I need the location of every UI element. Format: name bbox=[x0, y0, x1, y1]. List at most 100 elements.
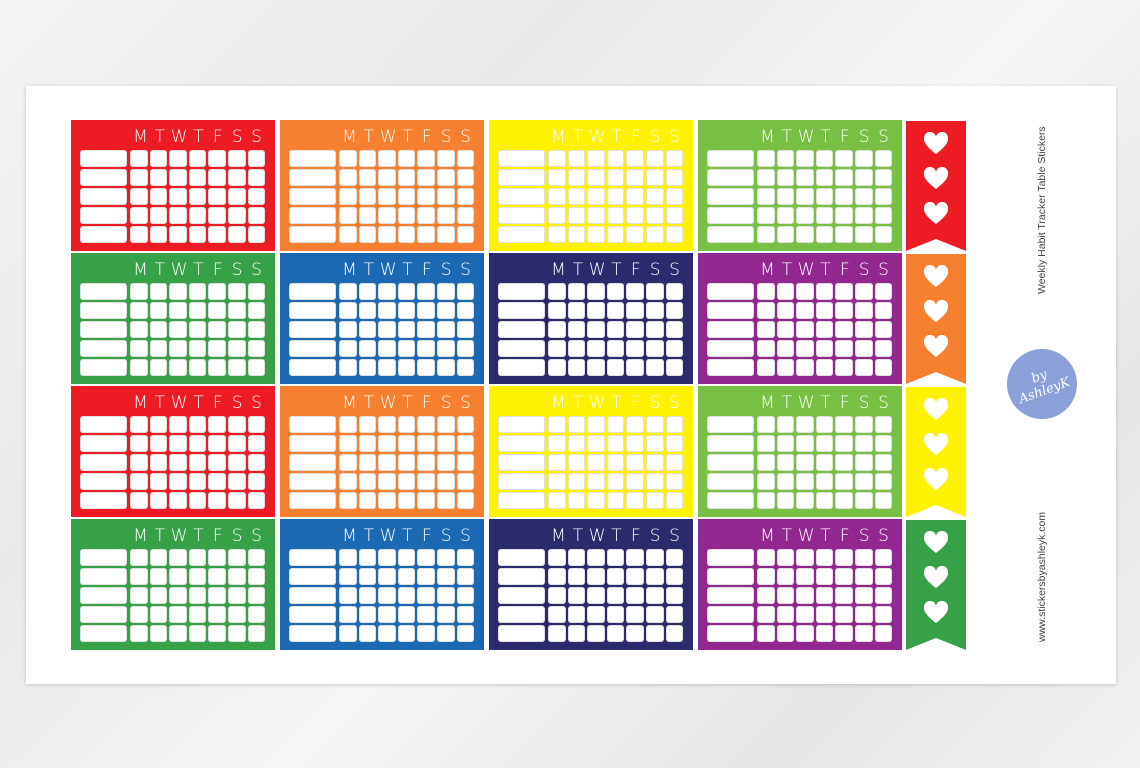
day-label: W bbox=[170, 526, 188, 546]
day-label: S bbox=[251, 260, 262, 280]
check-cell bbox=[437, 625, 455, 642]
check-cell bbox=[646, 549, 664, 566]
check-cell bbox=[757, 416, 775, 433]
day-label: T bbox=[363, 260, 375, 280]
habit-label-cell bbox=[498, 302, 545, 319]
check-cell bbox=[815, 226, 834, 243]
check-cell bbox=[815, 416, 834, 433]
check-cell bbox=[776, 359, 795, 376]
check-cell bbox=[567, 302, 586, 319]
check-cell bbox=[776, 473, 795, 490]
check-cell bbox=[665, 549, 684, 566]
check-cell bbox=[149, 606, 168, 623]
check-cell bbox=[378, 549, 396, 566]
check-cell bbox=[130, 169, 148, 186]
check-cell bbox=[548, 359, 566, 376]
check-cell bbox=[378, 454, 396, 471]
check-cell bbox=[646, 606, 664, 623]
habit-label-cell bbox=[707, 169, 754, 186]
check-cell bbox=[776, 340, 795, 357]
check-cell bbox=[606, 302, 625, 319]
check-cell bbox=[130, 568, 148, 585]
check-cell bbox=[606, 226, 625, 243]
check-cell bbox=[437, 188, 455, 205]
habit-label-cell bbox=[289, 169, 336, 186]
check-cell bbox=[815, 150, 834, 167]
check-cell bbox=[188, 625, 207, 642]
check-cell bbox=[169, 188, 187, 205]
check-cell bbox=[339, 359, 357, 376]
day-label: T bbox=[611, 526, 622, 546]
heart-icon bbox=[923, 300, 949, 324]
check-cell bbox=[339, 188, 357, 205]
habit-label-cell bbox=[498, 150, 545, 167]
habit-label-cell bbox=[80, 587, 127, 604]
day-label: W bbox=[588, 526, 606, 546]
check-cell bbox=[606, 150, 625, 167]
check-cell bbox=[548, 302, 566, 319]
check-cell bbox=[247, 340, 266, 357]
heart-icon bbox=[923, 468, 949, 492]
heart-icon bbox=[923, 601, 949, 625]
check-cell bbox=[149, 188, 168, 205]
check-cell bbox=[378, 606, 396, 623]
check-cell bbox=[796, 606, 814, 623]
check-cell bbox=[855, 549, 873, 566]
habit-label-cell bbox=[707, 606, 754, 623]
check-cell bbox=[567, 625, 586, 642]
check-cell bbox=[208, 340, 226, 357]
check-cell bbox=[339, 549, 357, 566]
check-cell bbox=[228, 606, 246, 623]
day-label: S bbox=[440, 526, 452, 546]
check-cell bbox=[665, 188, 684, 205]
check-cell bbox=[188, 568, 207, 585]
check-cell bbox=[606, 549, 625, 566]
check-cell bbox=[646, 435, 664, 452]
check-cell bbox=[626, 435, 644, 452]
check-cell bbox=[835, 150, 853, 167]
check-cell bbox=[855, 359, 873, 376]
habit-label-cell bbox=[80, 169, 127, 186]
day-label: T bbox=[611, 393, 622, 413]
day-label: W bbox=[170, 127, 188, 147]
check-cell bbox=[646, 340, 664, 357]
check-cell bbox=[796, 150, 814, 167]
day-label: F bbox=[212, 526, 223, 546]
habit-label-cell bbox=[498, 587, 545, 604]
check-cell bbox=[169, 473, 187, 490]
heart-icon bbox=[923, 132, 949, 156]
day-label: T bbox=[820, 393, 831, 413]
check-cell bbox=[378, 492, 396, 509]
check-cell bbox=[757, 340, 775, 357]
check-cell bbox=[855, 321, 873, 338]
check-cell bbox=[247, 283, 266, 300]
check-cell bbox=[149, 321, 168, 338]
check-cell bbox=[855, 473, 873, 490]
check-cell bbox=[188, 207, 207, 224]
check-cell bbox=[149, 454, 168, 471]
check-cell bbox=[757, 606, 775, 623]
habit-label-cell bbox=[498, 454, 545, 471]
check-cell bbox=[417, 340, 435, 357]
check-cell bbox=[247, 587, 266, 604]
check-cell bbox=[796, 283, 814, 300]
flag-sticker-red bbox=[906, 121, 966, 251]
check-cell bbox=[646, 188, 664, 205]
check-cell bbox=[855, 587, 873, 604]
check-cell bbox=[149, 169, 168, 186]
check-cell bbox=[437, 435, 455, 452]
day-label: S bbox=[460, 526, 471, 546]
day-label: S bbox=[649, 393, 661, 413]
habit-label-cell bbox=[707, 283, 754, 300]
check-cell bbox=[397, 549, 416, 566]
check-cell bbox=[548, 150, 566, 167]
check-cell bbox=[456, 587, 475, 604]
check-cell bbox=[169, 321, 187, 338]
check-cell bbox=[587, 625, 605, 642]
day-label: W bbox=[379, 526, 397, 546]
check-cell bbox=[169, 606, 187, 623]
check-cell bbox=[626, 359, 644, 376]
